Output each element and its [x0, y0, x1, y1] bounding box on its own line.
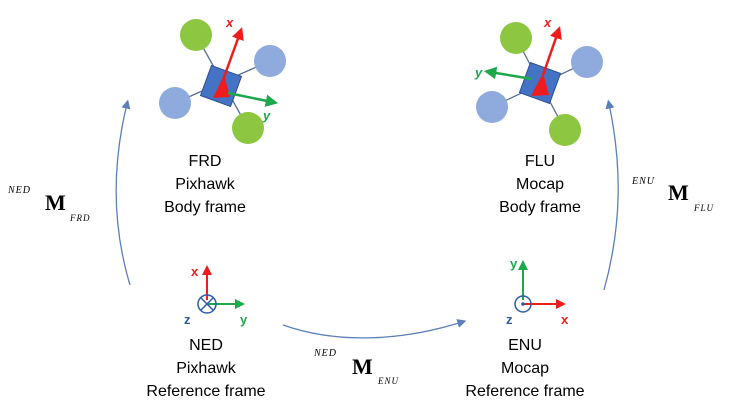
y-axis-label: y — [262, 108, 271, 123]
y-axis-arrow — [227, 91, 279, 107]
transform-superscript: NED — [7, 185, 31, 196]
transform-subscript: FLU — [693, 203, 714, 213]
z-axis-icon — [197, 294, 217, 314]
heading-triangle — [213, 75, 230, 98]
propeller-left — [159, 87, 191, 119]
frd-drone: x y — [159, 15, 286, 144]
enu-flu-transform-label: ENU M FLU — [631, 176, 714, 213]
x-axis-label: x — [543, 15, 552, 30]
enu-axes: y x z — [506, 256, 569, 327]
enu-to-flu-arrow — [603, 99, 619, 291]
enu-name: ENU — [508, 337, 542, 354]
propeller-left — [476, 91, 508, 123]
transform-subscript: ENU — [377, 376, 399, 386]
z-axis-cross — [200, 297, 214, 311]
transform-symbol: M — [668, 180, 689, 205]
z-axis-label: z — [506, 312, 513, 327]
z-axis-icon — [514, 295, 532, 313]
propeller-rear — [232, 112, 264, 144]
x-axis-arrow — [541, 26, 562, 76]
propeller-front — [180, 19, 212, 51]
transform-subscript: FRD — [69, 213, 91, 223]
y-axis-label: y — [240, 312, 248, 327]
ned-axes: x y z — [184, 264, 248, 327]
y-axis-arrow — [483, 66, 533, 81]
frd-frame-label: FRD Pixhawk Body frame — [164, 153, 246, 216]
propeller-right — [571, 46, 603, 78]
ned-frame-label: NED Pixhawk Reference frame — [146, 337, 265, 400]
ned-source: Pixhawk — [176, 360, 237, 377]
z-axis-label: z — [184, 312, 191, 327]
propeller-rear — [549, 114, 581, 146]
x-axis-arrow — [221, 27, 244, 81]
frd-type: Body frame — [164, 199, 246, 216]
y-axis-label: y — [510, 256, 518, 271]
flu-frame-label: FLU Mocap Body frame — [499, 153, 581, 216]
ned-to-frd-arrow — [115, 99, 131, 286]
heading-triangle — [531, 73, 549, 96]
x-axis-label: x — [191, 264, 199, 279]
frd-name: FRD — [189, 153, 222, 170]
transform-symbol: M — [352, 354, 373, 379]
flu-type: Body frame — [499, 199, 581, 216]
transform-superscript: NED — [313, 348, 337, 359]
x-axis-label: x — [225, 15, 234, 30]
transform-superscript: ENU — [631, 176, 655, 187]
enu-source: Mocap — [501, 360, 549, 377]
x-axis-label: x — [561, 312, 569, 327]
ned-frd-transform-label: NED M FRD — [7, 185, 91, 223]
ned-enu-transform-label: NED M ENU — [313, 348, 399, 386]
ned-type: Reference frame — [146, 383, 265, 400]
flu-name: FLU — [525, 153, 555, 170]
ned-name: NED — [189, 337, 223, 354]
frd-source: Pixhawk — [175, 176, 236, 193]
ned-to-enu-arrow — [282, 319, 467, 339]
y-axis-label: y — [474, 65, 483, 80]
propeller-front — [500, 22, 532, 54]
z-axis-dot — [521, 302, 525, 306]
enu-frame-label: ENU Mocap Reference frame — [465, 337, 584, 400]
transform-symbol: M — [45, 190, 66, 215]
enu-type: Reference frame — [465, 383, 584, 400]
flu-drone: x y — [474, 15, 603, 146]
propeller-right — [254, 45, 286, 77]
flu-source: Mocap — [516, 176, 564, 193]
